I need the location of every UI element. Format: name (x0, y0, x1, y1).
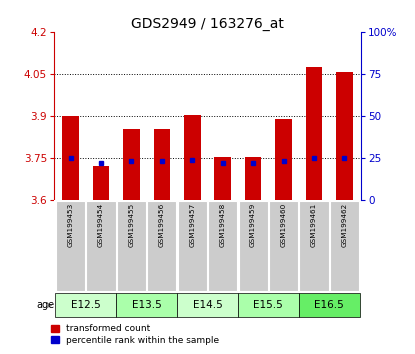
Text: E13.5: E13.5 (132, 300, 161, 310)
Bar (93, 166, 110, 200)
Bar (214, 156, 231, 200)
Text: age: age (36, 300, 54, 310)
FancyBboxPatch shape (56, 201, 85, 291)
Bar (62, 116, 79, 200)
Text: GSM199453: GSM199453 (68, 203, 74, 247)
Text: GSM199457: GSM199457 (189, 203, 195, 247)
Bar (305, 67, 322, 200)
Text: GSM199455: GSM199455 (129, 203, 134, 247)
Text: GSM199456: GSM199456 (159, 203, 165, 247)
Bar (154, 129, 170, 200)
Text: GSM199461: GSM199461 (311, 203, 317, 247)
Text: E15.5: E15.5 (254, 300, 283, 310)
FancyBboxPatch shape (147, 201, 176, 291)
FancyBboxPatch shape (117, 201, 146, 291)
FancyBboxPatch shape (178, 201, 207, 291)
Bar (336, 73, 353, 200)
Text: E12.5: E12.5 (71, 300, 101, 310)
FancyBboxPatch shape (116, 293, 177, 317)
Text: E14.5: E14.5 (193, 300, 222, 310)
Text: GSM199460: GSM199460 (281, 203, 286, 247)
Bar (123, 129, 140, 200)
Bar (184, 115, 201, 200)
Text: GSM199454: GSM199454 (98, 203, 104, 247)
FancyBboxPatch shape (239, 201, 268, 291)
FancyBboxPatch shape (330, 201, 359, 291)
FancyBboxPatch shape (56, 293, 116, 317)
Title: GDS2949 / 163276_at: GDS2949 / 163276_at (131, 17, 284, 31)
Bar (245, 156, 261, 200)
Text: GSM199459: GSM199459 (250, 203, 256, 247)
FancyBboxPatch shape (299, 293, 359, 317)
Text: GSM199458: GSM199458 (220, 203, 226, 247)
FancyBboxPatch shape (299, 201, 329, 291)
FancyBboxPatch shape (86, 201, 116, 291)
Legend: transformed count, percentile rank within the sample: transformed count, percentile rank withi… (50, 324, 220, 346)
FancyBboxPatch shape (238, 293, 299, 317)
FancyBboxPatch shape (269, 201, 298, 291)
FancyBboxPatch shape (208, 201, 237, 291)
Text: E16.5: E16.5 (314, 300, 344, 310)
Bar (275, 119, 292, 200)
FancyBboxPatch shape (177, 293, 238, 317)
Text: GSM199462: GSM199462 (341, 203, 347, 247)
